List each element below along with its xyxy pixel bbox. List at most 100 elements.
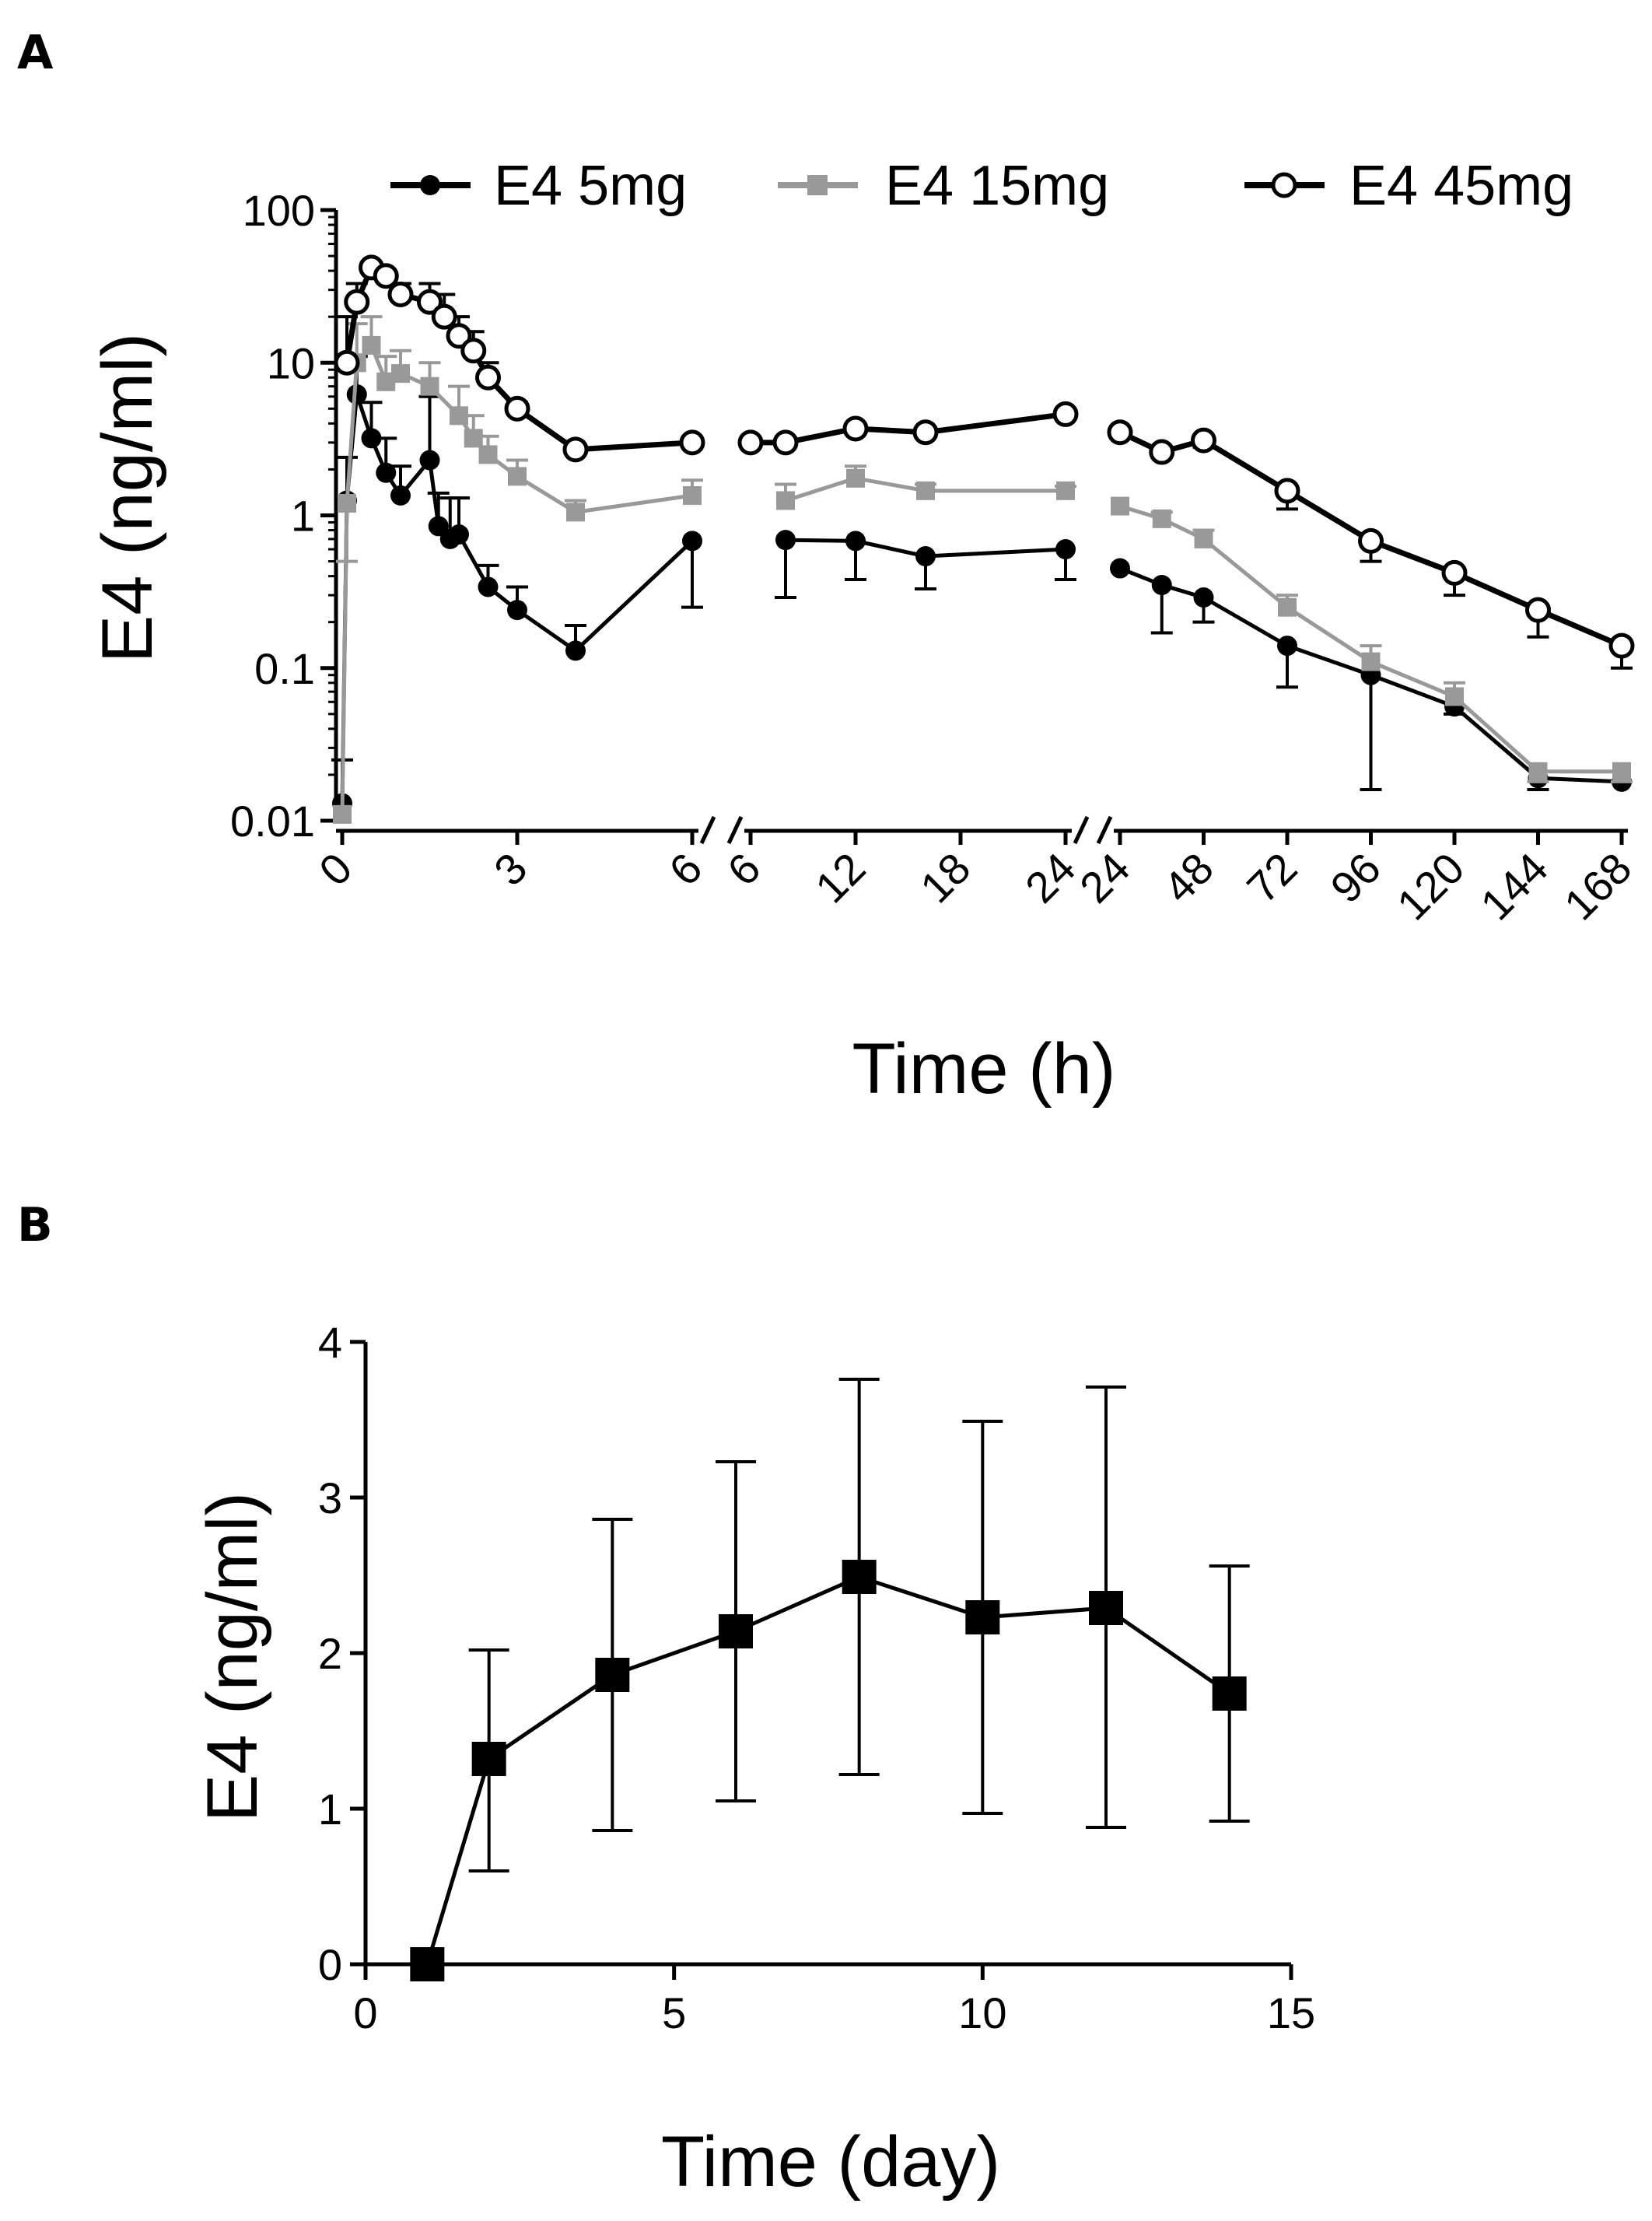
- panel-a-x-tick-label-1-18: 18: [911, 843, 980, 913]
- panel-a-y-tick-label-1: 1: [291, 492, 315, 541]
- data-point-daily: [410, 1947, 445, 1981]
- data-point-e4-45mg: [1525, 597, 1551, 623]
- data-point-e4-45mg: [417, 289, 443, 315]
- legend-entry-e4-5mg: E4 5mg: [390, 155, 687, 217]
- data-point-e4-5mg: [346, 384, 367, 405]
- legend-entry-e4-45mg: E4 45mg: [1244, 155, 1573, 217]
- data-point-e4-15mg: [1194, 529, 1213, 548]
- data-point-e4-45mg: [344, 289, 370, 315]
- data-point-e4-5mg: [565, 640, 586, 661]
- data-point-e4-45mg: [842, 415, 869, 442]
- data-point-e4-15mg: [450, 406, 468, 426]
- data-point-e4-5mg: [507, 600, 527, 621]
- series-line-e4-5mg: [785, 538, 1066, 559]
- data-point-e4-15mg: [1612, 762, 1631, 781]
- data-point-daily: [595, 1658, 630, 1692]
- data-point-e4-15mg: [362, 335, 381, 355]
- data-point-e4-45mg: [1107, 419, 1133, 446]
- data-point-e4-5mg: [775, 530, 796, 551]
- data-point-e4-5mg: [1055, 539, 1076, 560]
- data-point-e4-5mg: [1151, 574, 1172, 595]
- legend-entry-e4-15mg: E4 15mg: [778, 155, 1109, 217]
- data-point-e4-45mg: [1358, 527, 1384, 554]
- data-point-e4-15mg: [333, 804, 352, 824]
- data-point-e4-45mg: [1608, 632, 1635, 659]
- data-point-daily: [1212, 1676, 1247, 1711]
- panel-a-x-tick-label-0-0: 0: [310, 843, 362, 895]
- data-point-e4-5mg: [845, 531, 866, 552]
- data-point-e4-45mg: [1052, 401, 1079, 427]
- panel-b-chart: E4 (ng/ml) Time (day) 0 1 2 3 4 0 5 10 15: [193, 1318, 1315, 2202]
- series-e4-5mg: [331, 355, 1632, 814]
- panel-b-y-tick-label-3: 3: [318, 1473, 342, 1522]
- data-point-e4-15mg: [391, 364, 410, 384]
- panel-a-axis-break-mark: [1073, 815, 1090, 845]
- series-line-e4-45mg: [751, 411, 1066, 446]
- data-point-e4-15mg: [1445, 687, 1464, 706]
- series-e4-45mg: [334, 254, 1635, 670]
- data-point-e4-15mg: [1056, 481, 1075, 500]
- data-point-e4-5mg: [390, 485, 411, 506]
- data-point-e4-5mg: [428, 516, 449, 537]
- series-line-daily: [425, 1575, 1231, 1965]
- panel-a-y-tick-label-0-1: 0.1: [254, 644, 315, 693]
- panel-a-x-tick-label-1-12: 12: [806, 843, 875, 913]
- data-point-e4-45mg: [737, 429, 764, 456]
- panel-a-axis-break-mark: [726, 815, 744, 845]
- panel-a-x-tick-label-2-120: 120: [1388, 843, 1474, 930]
- data-point-e4-45mg: [373, 263, 399, 289]
- panel-b-x-axis-title: Time (day): [661, 2122, 1000, 2202]
- data-point-e4-5mg: [449, 524, 469, 545]
- data-point-e4-5mg: [682, 531, 702, 552]
- panel-b-y-tick-label-4: 4: [318, 1318, 342, 1367]
- panel-b-y-tick-label-0: 0: [318, 1940, 342, 1989]
- data-point-e4-5mg: [419, 450, 440, 471]
- panel-a-x-tick-label-2-168: 168: [1555, 843, 1641, 930]
- panel-b-y-tick-label-2: 2: [318, 1629, 342, 1678]
- data-point-daily: [1089, 1591, 1123, 1625]
- data-point-e4-45mg: [1191, 427, 1216, 454]
- legend-marker-e4-45mg: [1271, 172, 1297, 198]
- legend-label-e4-15mg: E4 15mg: [885, 155, 1109, 217]
- data-point-e4-45mg: [772, 429, 799, 456]
- data-point-e4-15mg: [916, 481, 935, 500]
- data-point-e4-45mg: [504, 395, 530, 422]
- data-point-e4-45mg: [562, 436, 589, 463]
- legend-marker-e4-15mg: [807, 175, 828, 195]
- data-point-e4-45mg: [1274, 478, 1300, 504]
- panel-a-x-tick-label-2-144: 144: [1471, 843, 1557, 930]
- data-point-daily: [842, 1560, 877, 1594]
- panel-a-chart: E4 (ng/ml) Time (h) E4 5mg E4 15mg E4 45…: [88, 155, 1640, 1109]
- data-point-e4-15mg: [1361, 652, 1381, 671]
- data-point-e4-45mg: [912, 419, 939, 446]
- panel-a-x-tick-label-0-3: 3: [485, 843, 537, 895]
- panel-a-axis-break-mark: [699, 815, 716, 845]
- data-point-e4-15mg: [1152, 509, 1171, 528]
- panel-a-y-tick-label-10: 10: [267, 338, 315, 387]
- data-point-e4-15mg: [420, 377, 439, 396]
- panel-b-y-axis-title: E4 (ng/ml): [193, 1492, 272, 1822]
- data-point-e4-15mg: [1111, 496, 1129, 516]
- data-point-e4-5mg: [1193, 587, 1214, 608]
- panel-b-x-tick-label-5: 5: [662, 1988, 686, 2037]
- data-point-e4-45mg: [460, 338, 487, 364]
- panel-label-a: A: [17, 26, 54, 80]
- panel-b-x-tick-label-15: 15: [1267, 1988, 1315, 2037]
- data-point-e4-15mg: [338, 493, 356, 513]
- data-point-e4-45mg: [387, 281, 414, 307]
- data-point-e4-15mg: [1278, 597, 1297, 617]
- panel-a-x-tick-label-2-24: 24: [1070, 843, 1139, 913]
- panel-a-x-axis-title: Time (h): [852, 1029, 1115, 1109]
- data-point-daily: [719, 1614, 753, 1648]
- data-point-e4-45mg: [446, 323, 472, 349]
- panel-a-x-tick-label-1-6: 6: [718, 843, 770, 895]
- panel-a-x-tick-label-2-96: 96: [1321, 843, 1390, 913]
- panel-a-y-axis-title: E4 (ng/ml): [88, 333, 167, 663]
- legend-label-e4-5mg: E4 5mg: [494, 155, 687, 217]
- panel-a-axis-break-mark: [1096, 815, 1113, 845]
- panel-label-b: B: [17, 1198, 53, 1252]
- data-point-e4-5mg: [915, 546, 936, 567]
- data-point-e4-15mg: [464, 429, 483, 448]
- panel-b-y-tick-label-1: 1: [318, 1785, 342, 1834]
